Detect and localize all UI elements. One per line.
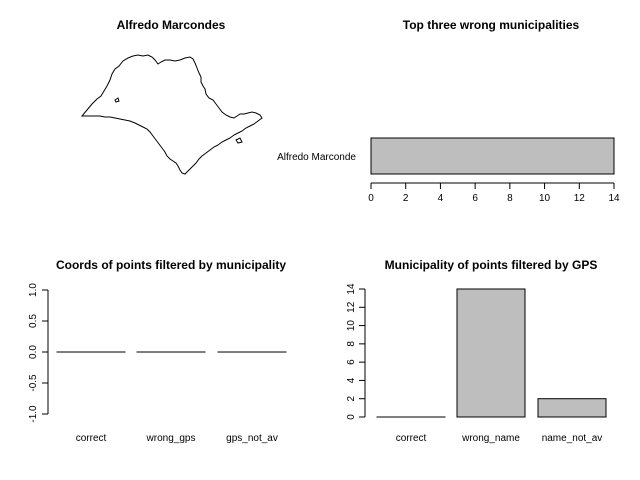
- gps-y-axis: 0 2 4 6 8 10 12 14: [346, 283, 366, 420]
- coords-y-axis: -1.0 -0.5 0.0 0.5 1.0: [28, 283, 49, 423]
- gps-category-labels: correct wrong_name name_not_av: [396, 433, 603, 444]
- coords-category-labels: correct wrong_gps gps_not_av: [76, 433, 278, 444]
- gps-bar: [456, 288, 526, 418]
- top-wrong-tick-label: 2: [403, 193, 409, 204]
- coords-tick-label: -0.5: [28, 374, 39, 392]
- gps-tick-label: 0: [346, 414, 357, 420]
- gps-category-label: wrong_name: [461, 433, 520, 444]
- top-wrong-bar: [370, 137, 615, 175]
- gps-category-label: correct: [396, 433, 427, 444]
- island-shape: [114, 97, 120, 103]
- top-wrong-tick-label: 0: [368, 193, 374, 204]
- gps-panel: Municipality of points filtered by GPS 0…: [346, 258, 607, 444]
- coords-tick-label: 1.0: [28, 283, 39, 297]
- gps-tick-label: 10: [346, 320, 357, 332]
- gps-bar: [537, 398, 607, 418]
- gps-title: Municipality of points filtered by GPS: [385, 258, 598, 272]
- top-wrong-title: Top three wrong municipalities: [403, 18, 580, 32]
- gps-tick-label: 14: [346, 283, 357, 295]
- gps-tick-label: 4: [346, 377, 357, 383]
- top-wrong-category-label: Alfredo Marconde: [277, 152, 356, 163]
- top-wrong-bars: Alfredo Marconde: [277, 137, 615, 175]
- top-wrong-x-axis: 0 2 4 6 8 10 12 14: [368, 182, 620, 204]
- coords-tick-label: 0.0: [28, 345, 39, 359]
- top-wrong-tick-label: 14: [608, 193, 620, 204]
- top-wrong-tick-label: 8: [507, 193, 513, 204]
- gps-tick-label: 8: [346, 341, 357, 347]
- top-wrong-panel: Top three wrong municipalities Alfredo M…: [277, 18, 620, 204]
- gps-category-label: name_not_av: [542, 433, 603, 444]
- coords-category-label: correct: [76, 433, 107, 444]
- gps-tick-label: 12: [346, 301, 357, 313]
- gps-tick-label: 6: [346, 359, 357, 365]
- gps-bars: [376, 288, 607, 418]
- coords-panel: Coords of points filtered by municipalit…: [28, 258, 287, 444]
- coords-tick-label: -1.0: [28, 405, 39, 423]
- top-wrong-tick-label: 12: [574, 193, 586, 204]
- coords-category-label: wrong_gps: [146, 433, 196, 444]
- coords-title: Coords of points filtered by municipalit…: [56, 258, 286, 272]
- coords-category-label: gps_not_av: [226, 433, 278, 444]
- map-panel: Alfredo Marcondes: [80, 18, 263, 175]
- coords-tick-label: 0.5: [28, 314, 39, 328]
- state-outline-map: [80, 54, 263, 175]
- top-wrong-tick-label: 10: [539, 193, 551, 204]
- coastal-island-shape: [235, 137, 243, 144]
- map-title: Alfredo Marcondes: [117, 18, 226, 32]
- top-wrong-tick-label: 6: [472, 193, 478, 204]
- gps-tick-label: 2: [346, 395, 357, 401]
- top-wrong-tick-label: 4: [438, 193, 444, 204]
